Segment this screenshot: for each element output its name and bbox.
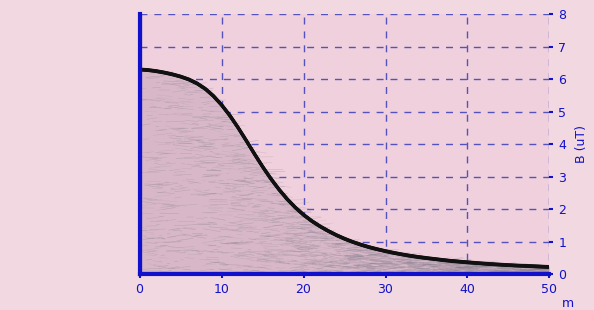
Text: m: m xyxy=(562,297,574,310)
Y-axis label: B (uT): B (uT) xyxy=(575,125,588,163)
